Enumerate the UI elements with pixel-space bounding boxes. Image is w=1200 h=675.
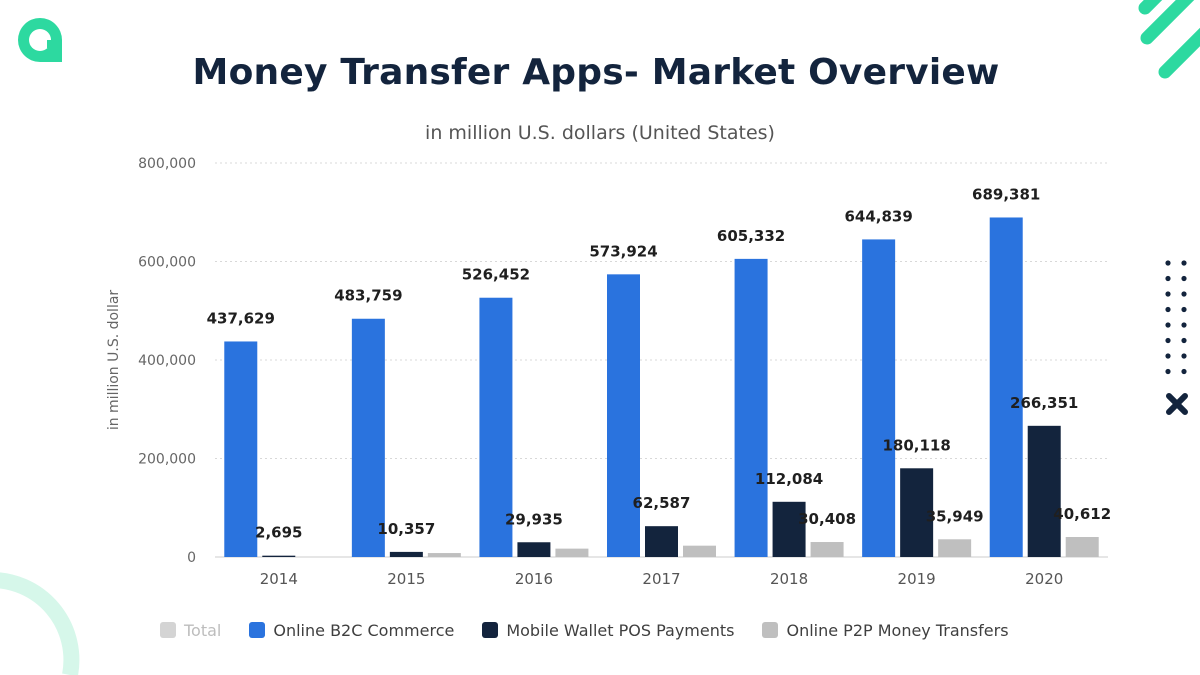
close-x-icon	[1166, 393, 1188, 415]
data-label: 644,839	[844, 207, 912, 225]
data-label: 40,612	[1053, 505, 1111, 523]
bar-online-p2p-money-transfers	[810, 542, 844, 557]
bar-mobile-wallet-pos-payments	[645, 526, 678, 557]
legend-swatch	[160, 622, 176, 638]
bar-mobile-wallet-pos-payments	[772, 501, 806, 557]
data-label: 437,629	[207, 309, 275, 327]
x-tick-label: 2016	[515, 570, 553, 588]
data-label: 29,935	[505, 510, 563, 528]
bar-online-b2c-commerce	[862, 239, 896, 557]
legend-item[interactable]: Online P2P Money Transfers	[762, 620, 1009, 640]
legend-label: Online B2C Commerce	[273, 620, 455, 640]
x-tick-label: 2015	[387, 570, 425, 588]
legend-swatch	[762, 622, 779, 638]
bar-online-p2p-money-transfers	[938, 539, 972, 557]
bar-online-p2p-money-transfers	[1065, 536, 1099, 557]
bar-online-p2p-money-transfers	[683, 545, 716, 557]
legend-swatch	[482, 622, 499, 638]
legend-item[interactable]: Online B2C Commerce	[249, 621, 454, 640]
a-letter-logo-icon	[18, 18, 62, 62]
bar-mobile-wallet-pos-payments	[262, 555, 296, 557]
x-tick-label: 2019	[898, 570, 936, 588]
bar-online-p2p-money-transfers	[427, 553, 461, 557]
data-label: 112,084	[755, 470, 823, 488]
bar-online-b2c-commerce	[989, 217, 1023, 557]
bar-mobile-wallet-pos-payments	[900, 468, 934, 557]
data-label: 35,949	[926, 507, 984, 525]
y-tick-label: 400,000	[138, 353, 196, 369]
dot-grid-icon	[1165, 260, 1187, 375]
y-tick-label: 0	[187, 550, 196, 566]
legend-swatch	[249, 622, 266, 638]
data-label: 526,452	[462, 266, 530, 284]
bar-online-b2c-commerce	[734, 258, 768, 557]
y-tick-label: 600,000	[138, 255, 196, 271]
legend-label: Online P2P Money Transfers	[786, 620, 1009, 640]
y-tick-label: 800,000	[138, 156, 196, 172]
bar-online-b2c-commerce	[351, 318, 385, 557]
data-label: 180,118	[882, 436, 950, 454]
data-label: 483,759	[334, 287, 402, 305]
bar-online-b2c-commerce	[224, 341, 258, 557]
legend-item[interactable]: Mobile Wallet POS Payments	[482, 621, 734, 640]
data-label: 2,695	[255, 524, 302, 542]
legend-item[interactable]: Total	[160, 621, 221, 640]
bar-online-b2c-commerce	[607, 274, 640, 557]
y-tick-label: 200,000	[138, 452, 196, 468]
legend-label: Total	[184, 620, 222, 640]
data-label: 573,924	[589, 242, 657, 260]
legend-label: Mobile Wallet POS Payments	[506, 620, 735, 640]
bar-online-p2p-money-transfers	[555, 548, 589, 557]
data-label: 266,351	[1010, 394, 1078, 412]
x-tick-label: 2014	[260, 570, 298, 588]
corner-arc-icon	[0, 572, 80, 675]
chart-legend: Total Online B2C Commerce Mobile Wallet PO…	[160, 618, 1037, 642]
x-tick-label: 2018	[770, 570, 808, 588]
diagonal-stripes-icon	[1138, 0, 1200, 79]
bar-mobile-wallet-pos-payments	[1027, 425, 1061, 557]
y-axis-label: in million U.S. dollar	[106, 290, 122, 431]
data-label: 30,408	[798, 510, 856, 528]
page-title: Money Transfer Apps- Market Overview	[192, 52, 1000, 93]
bar-online-b2c-commerce	[479, 297, 513, 557]
bar-mobile-wallet-pos-payments	[517, 542, 551, 557]
x-tick-label: 2017	[642, 570, 680, 588]
data-label: 605,332	[717, 227, 785, 245]
bar-mobile-wallet-pos-payments	[389, 551, 423, 557]
x-tick-label: 2020	[1025, 570, 1063, 588]
data-label: 62,587	[633, 494, 691, 512]
data-label: 689,381	[972, 185, 1040, 203]
chart-subtitle: in million U.S. dollars (United States)	[425, 122, 775, 144]
data-label: 10,357	[377, 520, 435, 538]
